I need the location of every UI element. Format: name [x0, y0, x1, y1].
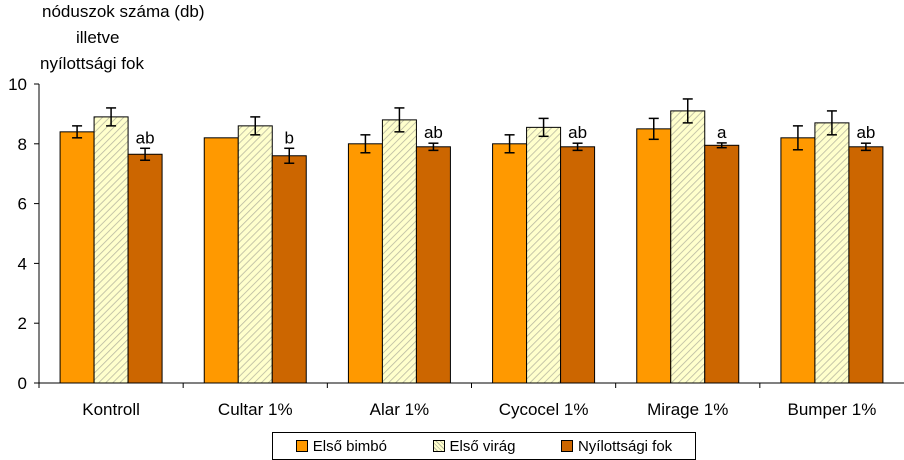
significance-label: ab	[856, 123, 875, 142]
significance-label: ab	[136, 128, 155, 147]
bar-els-vir-g-bumper-1-	[814, 122, 850, 384]
y-tick-label: 10	[8, 75, 27, 94]
bar-ny-lotts-gi-fok-kontroll	[127, 153, 163, 384]
y-tick-label: 2	[18, 314, 27, 333]
legend-item-first-bud: Első bimbó	[295, 437, 387, 455]
significance-label: ab	[568, 123, 587, 142]
bar-ny-lotts-gi-fok-cultar-1-	[271, 155, 307, 384]
y-axis-label-line-2: illetve	[76, 28, 120, 47]
chart-axes: 0 2 4 6 8 10	[8, 75, 904, 393]
bar-els-vir-g-cycocel-1-	[526, 126, 562, 384]
legend-label-first-bud: Első bimbó	[312, 437, 387, 455]
chart-error-bars	[72, 98, 871, 164]
x-tick-label: Kontroll	[82, 400, 140, 419]
y-tick-label: 8	[18, 135, 27, 154]
significance-label: a	[717, 123, 727, 142]
legend-swatch-first-bud	[295, 440, 308, 452]
bar-els-vir-g-cultar-1-	[237, 125, 273, 384]
x-tick-label: Alar 1%	[370, 400, 430, 419]
y-axis-label-line-3: nyílottsági fok	[40, 54, 144, 73]
significance-label: ab	[424, 123, 443, 142]
bar-els-vir-g-alar-1-	[381, 119, 417, 384]
x-tick-label: Bumper 1%	[788, 400, 877, 419]
legend-label-first-flower: Első virág	[449, 437, 516, 455]
bar-els-bimb--cultar-1-	[203, 137, 239, 384]
y-tick-label: 0	[18, 374, 27, 393]
bar-chart: 0 2 4 6 8 10 Kontroll ab Cultar 1% b Alar 1% ab Cyc…	[8, 75, 904, 419]
x-tick-label: Cycocel 1%	[499, 400, 589, 419]
bar-els-vir-g-kontroll	[93, 116, 129, 384]
bar-els-bimb--bumper-1-	[780, 137, 816, 384]
bar-els-bimb--kontroll	[59, 131, 95, 384]
legend-item-first-flower: Első virág	[432, 437, 516, 455]
x-tick-label: Mirage 1%	[647, 400, 728, 419]
chart-labels: Kontroll ab Cultar 1% b Alar 1% ab Cycocel 1% a…	[82, 123, 876, 419]
chart-bars	[59, 110, 884, 384]
legend-swatch-openness	[560, 440, 573, 452]
bar-ny-lotts-gi-fok-mirage-1-	[704, 144, 740, 384]
legend-item-openness: Nyílottsági fok	[560, 437, 673, 455]
bar-ny-lotts-gi-fok-alar-1-	[415, 146, 451, 384]
bar-els-vir-g-mirage-1-	[670, 110, 706, 384]
x-tick-label: Cultar 1%	[218, 400, 293, 419]
bar-els-bimb--cycocel-1-	[492, 143, 528, 384]
y-tick-label: 6	[18, 195, 27, 214]
y-axis-label-line-1: nóduszok száma (db)	[42, 2, 205, 21]
bar-els-bimb--mirage-1-	[636, 128, 672, 384]
chart-legend: Első bimbó Első virág Nyílottsági fok	[272, 432, 696, 460]
legend-swatch-first-flower	[432, 440, 445, 452]
legend-label-openness: Nyílottsági fok	[577, 437, 673, 455]
bar-ny-lotts-gi-fok-bumper-1-	[848, 146, 884, 384]
y-tick-label: 4	[18, 254, 27, 273]
bar-els-bimb--alar-1-	[347, 143, 383, 384]
significance-label: b	[285, 128, 294, 147]
bar-ny-lotts-gi-fok-cycocel-1-	[560, 146, 596, 384]
